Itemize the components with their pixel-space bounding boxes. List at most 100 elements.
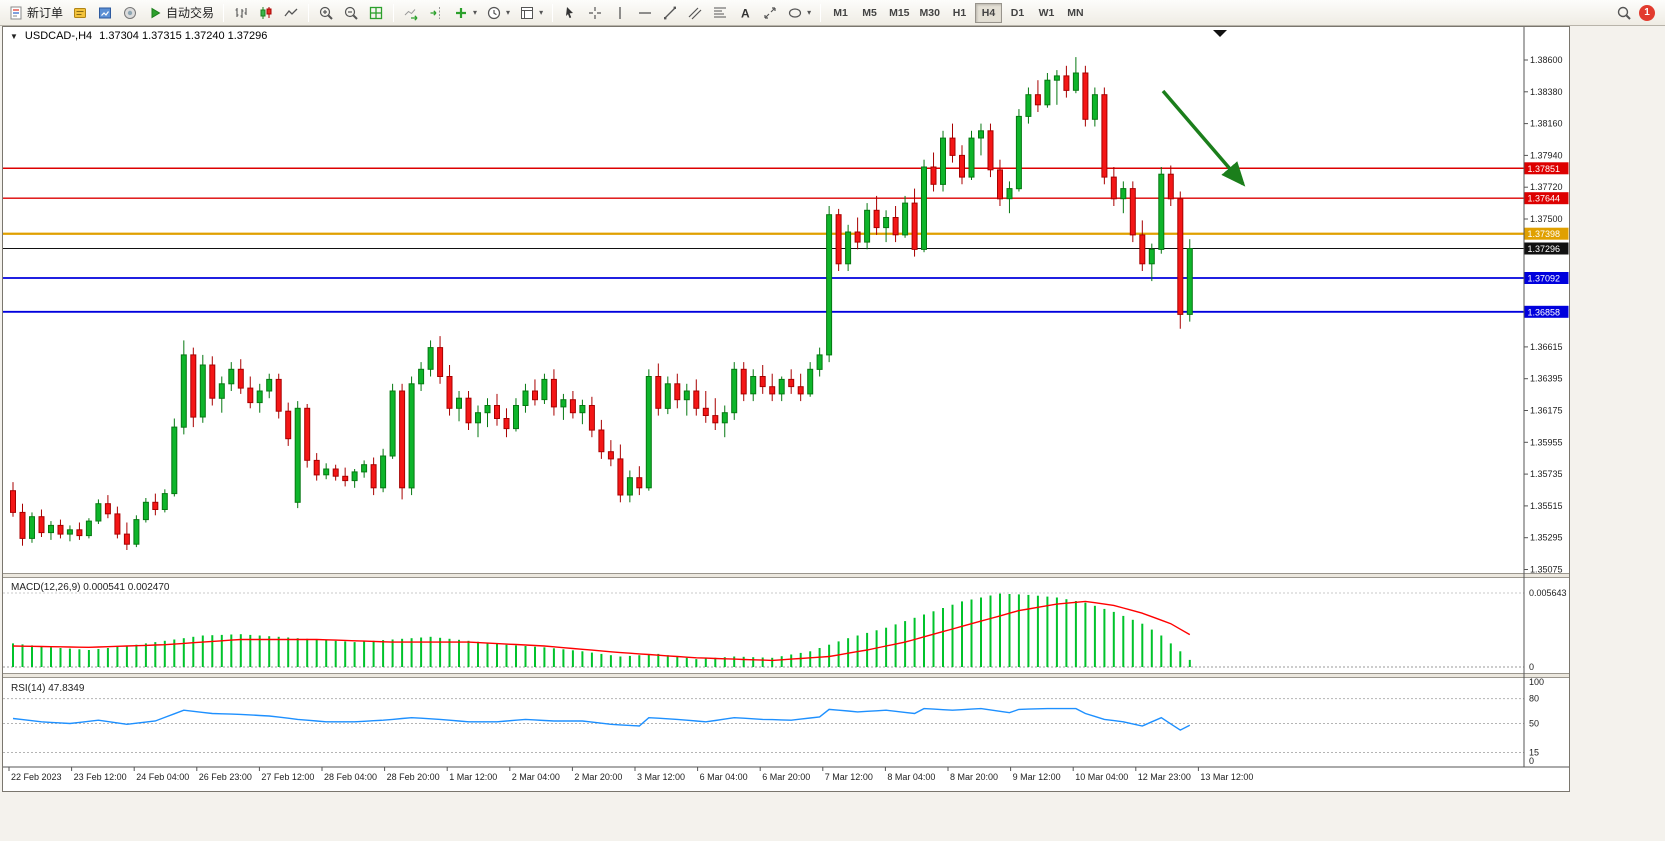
levels-layer[interactable] — [3, 167, 1524, 313]
text-tool-button[interactable]: A — [733, 2, 757, 24]
svg-text:1.36858: 1.36858 — [1528, 307, 1561, 317]
timeframe-w1-button[interactable]: W1 — [1033, 3, 1060, 23]
svg-text:8 Mar 04:00: 8 Mar 04:00 — [887, 772, 935, 782]
vertical-line-tool-button[interactable] — [608, 2, 632, 24]
shapes-tool-icon — [788, 7, 802, 18]
svg-text:1 Mar 12:00: 1 Mar 12:00 — [449, 772, 497, 782]
timeframe-group: M1 M5 M15 M30 H1 H4 D1 W1 MN — [826, 2, 1090, 23]
chevron-down-icon: ▾ — [539, 8, 544, 17]
metaeditor-button[interactable] — [68, 2, 92, 24]
metaeditor-icon — [74, 7, 87, 18]
svg-text:1.37851: 1.37851 — [1528, 164, 1561, 174]
crosshair-tool-button[interactable] — [583, 2, 607, 24]
chevron-down-icon: ▾ — [473, 8, 478, 17]
svg-text:1.37092: 1.37092 — [1528, 274, 1561, 284]
rsi-layer: RSI(14) 47.8349 100 80 50 150 — [3, 677, 1544, 766]
zoom-in-button[interactable] — [314, 2, 338, 24]
chart-shift-button[interactable] — [424, 2, 448, 24]
new-order-icon — [10, 6, 22, 19]
chart-symbol-label: USDCAD-,H4 — [24, 30, 93, 42]
svg-text:1.36395: 1.36395 — [1530, 374, 1563, 384]
cursor-icon — [566, 6, 574, 18]
chart-collapse-icon[interactable]: ▼ — [10, 31, 18, 41]
shapes-tool-button[interactable]: ▾ — [783, 2, 815, 24]
svg-text:15: 15 — [1529, 748, 1539, 758]
community-icon — [124, 6, 137, 19]
template-icon — [521, 6, 534, 19]
toolbar-separator — [223, 3, 225, 22]
vertical-line-icon — [619, 6, 621, 19]
bar-chart-button[interactable] — [229, 2, 253, 24]
new-order-button[interactable]: 新订单 — [4, 2, 67, 24]
periods-button[interactable]: ▾ — [482, 2, 514, 24]
svg-text:2 Mar 20:00: 2 Mar 20:00 — [574, 772, 622, 782]
svg-text:1.35515: 1.35515 — [1530, 501, 1563, 511]
tile-windows-button[interactable] — [364, 2, 388, 24]
workspace: MACD(12,26,9) 0.000541 0.002470 0.005643 0… — [0, 26, 1665, 841]
market-watch-button[interactable] — [93, 2, 117, 24]
svg-text:28 Feb 20:00: 28 Feb 20:00 — [387, 772, 440, 782]
community-button[interactable] — [118, 2, 142, 24]
svg-text:1.36615: 1.36615 — [1530, 342, 1563, 352]
search-button[interactable] — [1612, 2, 1636, 24]
price-axis[interactable]: 1.38600 1.38380 1.38160 1.37940 1.37720 1.375… — [1523, 27, 1569, 767]
chart-ohlc-readout: ▼ USDCAD-,H4 1.37304 1.37315 1.37240 1.3… — [10, 30, 267, 42]
annotation-arrow[interactable] — [1161, 89, 1246, 187]
chart-ohlc-values: 1.37304 1.37315 1.37240 1.37296 — [99, 30, 268, 42]
search-icon — [1617, 6, 1631, 20]
tile-windows-icon — [369, 6, 383, 19]
trendline-tool-button[interactable] — [658, 2, 682, 24]
candlestick-chart-button[interactable] — [254, 2, 278, 24]
autotrading-play-icon — [151, 7, 161, 18]
arrows-tool-button[interactable] — [758, 2, 782, 24]
autotrading-button[interactable]: 自动交易 — [143, 2, 218, 24]
svg-text:0: 0 — [1529, 756, 1534, 766]
svg-text:6 Mar 04:00: 6 Mar 04:00 — [700, 772, 748, 782]
time-axis[interactable]: 22 Feb 2023 23 Feb 12:00 24 Feb 04:00 26 Fe… — [3, 766, 1569, 782]
svg-text:10 Mar 04:00: 10 Mar 04:00 — [1075, 772, 1128, 782]
arrows-tool-icon — [764, 6, 776, 19]
svg-text:RSI(14) 47.8349: RSI(14) 47.8349 — [11, 683, 85, 694]
candlestick-chart-icon — [260, 6, 272, 19]
svg-text:27 Feb 12:00: 27 Feb 12:00 — [261, 772, 314, 782]
chart-shift-icon — [430, 6, 441, 19]
svg-text:1.37500: 1.37500 — [1530, 214, 1563, 224]
toolbar-separator — [393, 3, 395, 22]
svg-text:1.38600: 1.38600 — [1530, 55, 1563, 65]
svg-text:26 Feb 23:00: 26 Feb 23:00 — [199, 772, 252, 782]
toolbar-separator — [820, 3, 822, 22]
svg-text:100: 100 — [1529, 677, 1544, 687]
trendline-icon — [664, 6, 677, 19]
timeframe-m1-button[interactable]: M1 — [827, 3, 854, 23]
timeframe-m15-button[interactable]: M15 — [885, 3, 913, 23]
svg-text:28 Feb 04:00: 28 Feb 04:00 — [324, 772, 377, 782]
svg-text:2 Mar 04:00: 2 Mar 04:00 — [512, 772, 560, 782]
zoom-in-icon — [319, 6, 333, 20]
timeframe-m30-button[interactable]: M30 — [916, 3, 944, 23]
svg-text:6 Mar 20:00: 6 Mar 20:00 — [762, 772, 810, 782]
autoscroll-button[interactable] — [399, 2, 423, 24]
svg-text:7 Mar 12:00: 7 Mar 12:00 — [825, 772, 873, 782]
timeframe-mn-button[interactable]: MN — [1062, 3, 1089, 23]
fibonacci-icon — [714, 6, 727, 18]
svg-text:1.37940: 1.37940 — [1530, 150, 1563, 160]
scroll-marker-icon[interactable] — [1213, 30, 1227, 37]
fibonacci-tool-button[interactable] — [708, 2, 732, 24]
zoom-out-button[interactable] — [339, 2, 363, 24]
timeframe-d1-button[interactable]: D1 — [1004, 3, 1031, 23]
timeframe-h4-button[interactable]: H4 — [974, 2, 1002, 23]
toolbar-separator — [308, 3, 310, 22]
timeframe-m5-button[interactable]: M5 — [856, 3, 883, 23]
templates-button[interactable]: ▾ — [515, 2, 547, 24]
timeframe-h1-button[interactable]: H1 — [946, 3, 973, 23]
line-chart-button[interactable] — [279, 2, 303, 24]
chart-canvas[interactable]: MACD(12,26,9) 0.000541 0.002470 0.005643 0… — [3, 27, 1569, 791]
cursor-tool-button[interactable] — [558, 2, 582, 24]
horizontal-line-tool-button[interactable] — [633, 2, 657, 24]
channel-tool-button[interactable] — [683, 2, 707, 24]
line-chart-icon — [284, 8, 298, 16]
indicators-button[interactable]: ▾ — [449, 2, 481, 24]
svg-text:1.37644: 1.37644 — [1528, 194, 1561, 204]
svg-text:A: A — [741, 6, 750, 20]
notifications-badge[interactable]: 1 — [1639, 4, 1655, 21]
